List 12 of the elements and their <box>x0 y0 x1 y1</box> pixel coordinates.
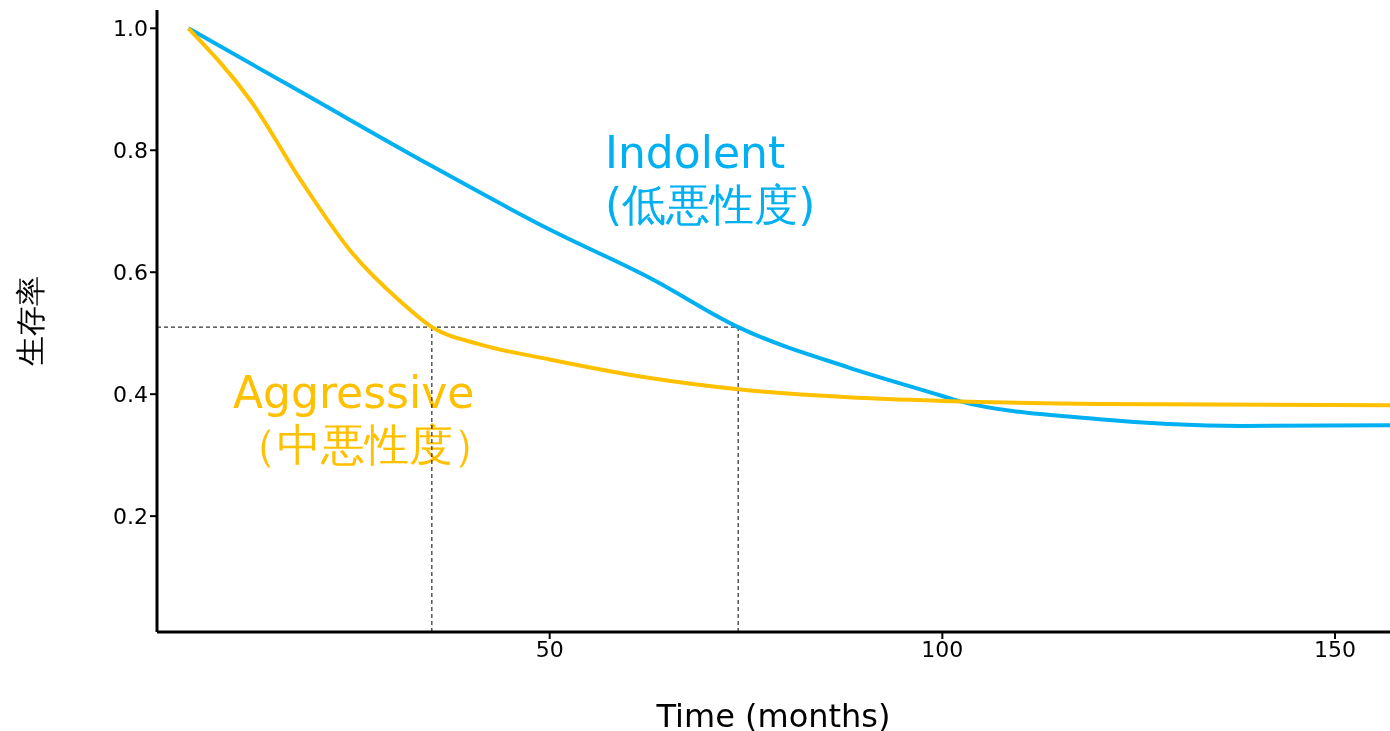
y-tick-label: 0.8 <box>113 138 148 164</box>
y-tick-label: 0.4 <box>113 381 148 407</box>
y-tick-label: 1.0 <box>113 16 148 42</box>
x-tick-label: 150 <box>1314 636 1357 662</box>
x-tick-label: 50 <box>535 636 564 662</box>
x-axis-title: Time (months) <box>655 697 891 731</box>
series-label: Indolent (低悪性度) <box>605 127 816 230</box>
series-label: Aggressive （中悪性度） <box>233 367 497 470</box>
y-tick-label: 0.2 <box>113 503 148 529</box>
y-axis-title: 生存率 <box>12 276 48 366</box>
x-tick-label: 100 <box>921 636 964 662</box>
y-tick-label: 0.6 <box>113 260 148 286</box>
